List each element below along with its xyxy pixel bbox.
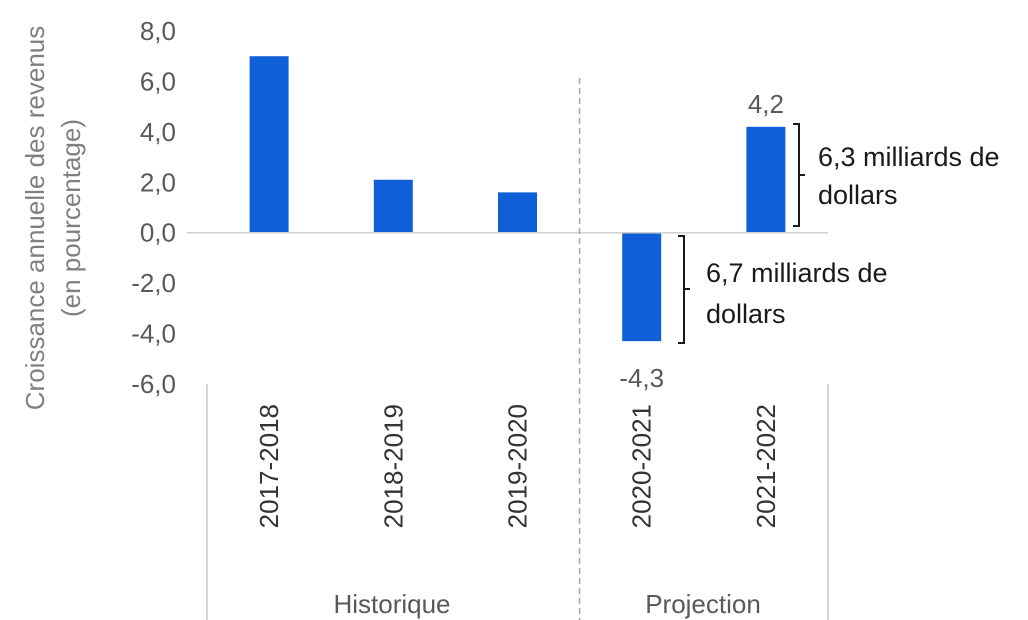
category-labels: 2017-2018 2018-2019 2019-2020 2020-2021 2021… bbox=[254, 404, 781, 528]
bar-2017-2018 bbox=[249, 56, 289, 233]
y-tick-label: 8,0 bbox=[140, 16, 176, 46]
bar-2020-2021 bbox=[622, 232, 662, 342]
data-label-2021-2022: 4,2 bbox=[748, 89, 784, 119]
y-tick-label: 6,0 bbox=[140, 66, 176, 96]
group-label-historique: Historique bbox=[333, 589, 450, 619]
annotation-2021-2022-line1: 6,3 milliards de bbox=[818, 142, 1000, 172]
axis-structure bbox=[187, 78, 829, 620]
y-tick-label: 0,0 bbox=[140, 218, 176, 248]
y-axis-ticks: -6,0 -4,0 -2,0 0,0 2,0 4,0 6,0 8,0 bbox=[131, 16, 176, 399]
category-label-2017-2018: 2017-2018 bbox=[254, 404, 284, 528]
category-label-2020-2021: 2020-2021 bbox=[627, 404, 657, 528]
y-axis-title-line2: (en pourcentage) bbox=[56, 119, 86, 317]
category-label-2021-2022: 2021-2022 bbox=[751, 404, 781, 528]
y-tick-label: 4,0 bbox=[140, 117, 176, 147]
annotation-2020-2021-line1: 6,7 milliards de bbox=[706, 258, 888, 288]
category-label-2018-2019: 2018-2019 bbox=[378, 404, 408, 528]
y-tick-label: -4,0 bbox=[131, 319, 176, 349]
brace-2020-2021 bbox=[678, 235, 690, 344]
annotation-2021-2022-line2: dollars bbox=[818, 180, 898, 210]
brace-2021-2022 bbox=[793, 123, 805, 227]
y-tick-label: -2,0 bbox=[131, 268, 176, 298]
bar-2021-2022 bbox=[746, 126, 786, 233]
bar-2019-2020 bbox=[498, 192, 537, 233]
group-label-projection: Projection bbox=[645, 589, 761, 619]
annotation-2020-2021-line2: dollars bbox=[706, 299, 786, 329]
data-labels: -4,3 4,2 bbox=[619, 89, 784, 393]
category-label-2019-2020: 2019-2020 bbox=[503, 404, 533, 528]
bars bbox=[249, 56, 786, 342]
y-tick-label: 2,0 bbox=[140, 167, 176, 197]
y-tick-label: -6,0 bbox=[131, 369, 176, 399]
y-axis-title-line1: Croissance annuelle des revenus bbox=[20, 26, 50, 410]
data-label-2020-2021: -4,3 bbox=[619, 363, 664, 393]
bar-2018-2019 bbox=[373, 179, 413, 233]
